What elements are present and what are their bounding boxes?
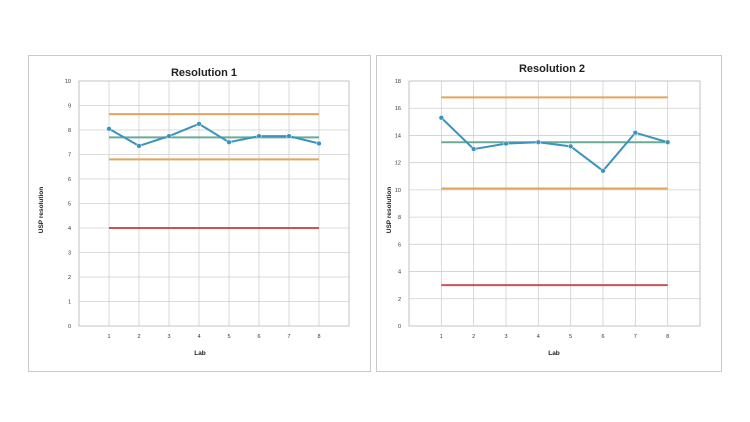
x-tick-label: 5	[227, 334, 230, 340]
data-point	[286, 133, 292, 139]
chart-resolution-1: Resolution 1 Lab USP resolution 0 1 2 3 4 5 6 7…	[38, 67, 350, 357]
x-tick-label: 4	[537, 334, 540, 340]
x-tick-label: 8	[666, 334, 669, 340]
data-point	[568, 143, 574, 149]
data-point	[665, 139, 671, 145]
data-point	[166, 133, 172, 139]
y-tick-label: 8	[398, 215, 401, 221]
plot-border	[408, 80, 701, 327]
chart-panel-resolution-2: Resolution 2 Lab USP resolution 0 2 4 6 8 10 1…	[376, 55, 722, 372]
data-point	[256, 133, 262, 139]
y-tick-label: 1	[68, 300, 71, 306]
x-tick-label: 2	[137, 334, 140, 340]
y-tick-label: 4	[398, 270, 401, 276]
x-tick-label: 7	[634, 334, 637, 340]
data-point	[226, 139, 232, 145]
x-axis-label: Lab	[194, 350, 206, 357]
y-tick-label: 9	[68, 104, 71, 110]
series-line	[108, 122, 320, 148]
x-axis-label: Lab	[548, 350, 560, 357]
y-tick-label: 10	[395, 188, 401, 194]
x-tick-label: 3	[167, 334, 170, 340]
data-point	[600, 168, 606, 174]
y-tick-label: 6	[398, 242, 401, 248]
x-tick-label: 6	[257, 334, 260, 340]
plot-border	[78, 80, 350, 327]
data-point	[136, 143, 142, 149]
data-point	[503, 140, 509, 147]
y-tick-label: 10	[65, 79, 71, 85]
data-point	[106, 126, 112, 132]
x-tick-label: 6	[601, 334, 604, 340]
x-tick-label: 5	[569, 334, 572, 340]
y-tick-label: 16	[395, 106, 401, 112]
x-tick-label: 1	[440, 334, 443, 340]
y-axis-label: USP resolution	[38, 187, 45, 234]
series-line	[440, 117, 668, 173]
y-tick-label: 7	[68, 153, 71, 159]
data-point	[438, 115, 444, 121]
x-tick-label: 2	[472, 334, 475, 340]
y-tick-label: 2	[398, 297, 401, 303]
y-tick-label: 0	[68, 324, 71, 330]
x-tick-label: 4	[197, 334, 200, 340]
y-axis-label: USP resolution	[386, 187, 393, 234]
data-point	[535, 139, 541, 145]
plot-area: 0 1 2 3 4 5 6 7 8 9 10 1 2 3 4 5 6 7 8	[65, 79, 350, 340]
data-point	[632, 130, 638, 136]
x-tick-label: 3	[504, 334, 507, 340]
y-tick-label: 18	[395, 79, 401, 85]
chart-panel-resolution-1: Resolution 1 Lab USP resolution 0 1 2 3 4 5 6 7…	[28, 55, 371, 372]
x-tick-label: 1	[107, 334, 110, 340]
data-point	[316, 140, 322, 147]
y-tick-label: 12	[395, 161, 401, 167]
x-tick-label: 8	[317, 334, 320, 340]
y-tick-label: 6	[68, 177, 71, 183]
chart-title: Resolution 1	[171, 67, 237, 79]
data-point	[196, 121, 202, 127]
y-tick-label: 4	[68, 226, 71, 232]
data-point	[471, 146, 477, 152]
y-tick-label: 3	[68, 251, 71, 257]
y-tick-label: 14	[395, 133, 401, 139]
x-tick-label: 7	[287, 334, 290, 340]
y-tick-label: 5	[68, 202, 71, 208]
y-tick-label: 8	[68, 128, 71, 134]
y-tick-label: 0	[398, 324, 401, 330]
y-tick-label: 2	[68, 275, 71, 281]
chart-title: Resolution 2	[519, 63, 585, 75]
chart-resolution-2: Resolution 2 Lab USP resolution 0 2 4 6 8 10 1…	[386, 63, 701, 357]
